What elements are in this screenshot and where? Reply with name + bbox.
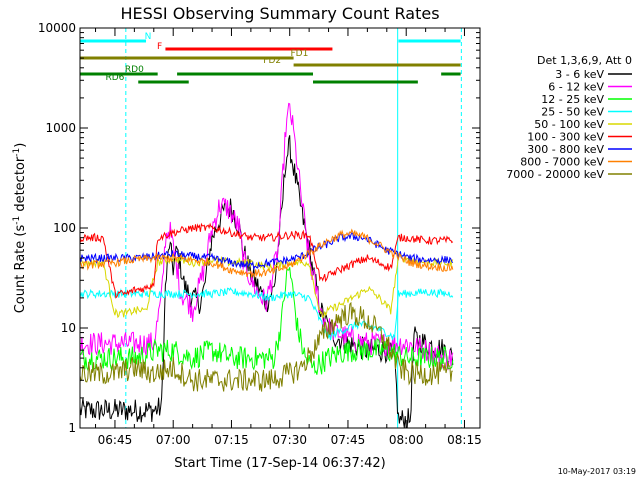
flag-label-2: FD1 (290, 49, 308, 59)
y-tick-label-4: 10000 (38, 21, 76, 35)
series-line-0 (80, 135, 454, 428)
flag-label-1: F (157, 42, 162, 52)
footer-timestamp: 10-May-2017 03:19 (558, 467, 636, 476)
legend-label-0: 3 - 6 keV (555, 68, 604, 81)
y-tick-label-3: 1000 (45, 121, 76, 135)
series-line-8 (80, 301, 453, 392)
legend-label-2: 12 - 25 keV (541, 93, 604, 106)
legend-label-1: 6 - 12 keV (548, 81, 604, 94)
flag-label-5: RD6 (105, 73, 124, 83)
chart-title: HESSI Observing Summary Count Rates (120, 4, 439, 23)
x-tick-label-3: 07:30 (272, 433, 307, 447)
series-group (80, 102, 454, 428)
series-line-3 (80, 287, 454, 341)
legend-label-6: 300 - 800 keV (527, 143, 604, 156)
y-axis-label: Count Rate (s-1 detector-1) (12, 143, 28, 314)
flag-label-3: FD2 (263, 56, 281, 66)
x-tick-label-6: 08:15 (447, 433, 482, 447)
legend-label-4: 50 - 100 keV (534, 118, 604, 131)
flag-label-4: RD0 (125, 65, 144, 75)
x-tick-label-2: 07:15 (214, 433, 249, 447)
y-tick-label-1: 10 (61, 321, 76, 335)
x-tick-label-1: 07:00 (156, 433, 191, 447)
legend-header: Det 1,3,6,9, Att 0 (537, 54, 632, 67)
x-tick-label-0: 06:45 (98, 433, 133, 447)
legend-label-3: 25 - 50 keV (541, 106, 604, 119)
x-axis-label: Start Time (17-Sep-14 06:37:42) (174, 456, 385, 471)
legend-label-5: 100 - 300 keV (527, 131, 604, 144)
x-tick-label-5: 08:00 (389, 433, 424, 447)
series-line-6 (80, 231, 454, 271)
y-tick-label-0: 1 (68, 421, 76, 435)
legend-label-7: 800 - 7000 keV (520, 156, 604, 169)
series-line-4 (80, 252, 454, 319)
legend-label-8: 7000 - 20000 keV (506, 168, 604, 181)
x-tick-label-4: 07:45 (331, 433, 366, 447)
series-line-7 (80, 228, 454, 279)
y-tick-label-2: 100 (53, 221, 76, 235)
flag-label-0: N (145, 32, 152, 42)
series-line-5 (80, 222, 454, 299)
